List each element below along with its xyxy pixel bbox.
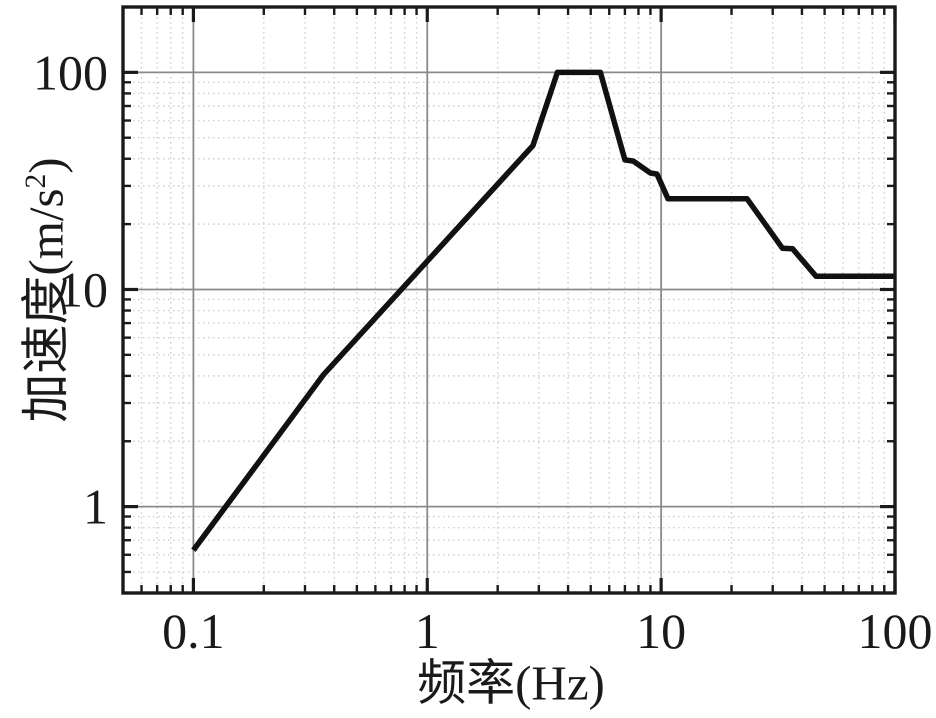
y-axis-title-suffix: ) xyxy=(18,157,74,174)
x-axis-title: 频率(Hz) xyxy=(417,655,605,711)
y-tick-label: 1 xyxy=(83,479,108,535)
y-axis-title-text: 加速度(m/s xyxy=(18,188,74,423)
x-tick-label: 1 xyxy=(415,603,440,659)
y-tick-label: 100 xyxy=(33,44,108,100)
x-tick-label: 100 xyxy=(858,603,933,659)
x-tick-label: 10 xyxy=(636,603,686,659)
y-tick-label: 10 xyxy=(58,262,108,318)
y-axis-title: 加速度(m/s2) xyxy=(18,157,74,423)
y-axis-title-superscript: 2 xyxy=(20,173,53,189)
x-tick-label: 0.1 xyxy=(162,603,225,659)
series-line xyxy=(191,69,895,552)
